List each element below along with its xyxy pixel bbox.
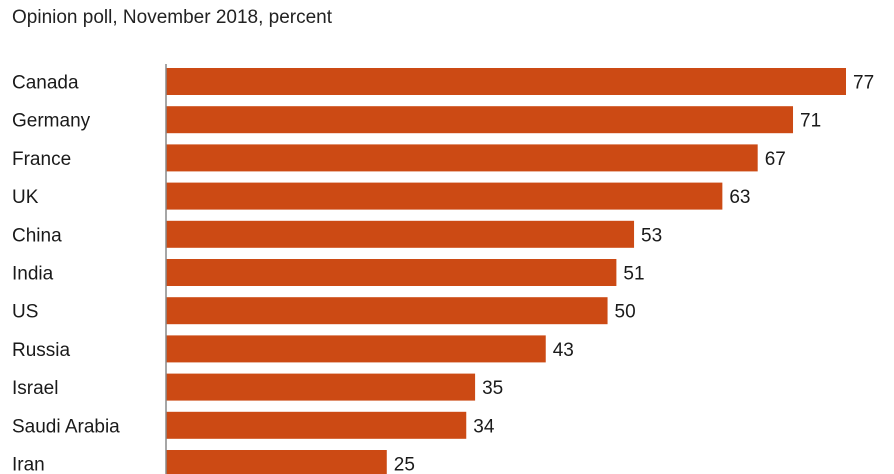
value-label: 51 <box>623 264 644 285</box>
value-label: 25 <box>394 455 415 474</box>
value-label: 34 <box>473 416 495 437</box>
bar-us <box>166 297 608 325</box>
category-label: Iran <box>12 455 45 474</box>
category-label: France <box>12 149 71 170</box>
bar-russia <box>166 335 546 363</box>
bars-group <box>166 68 846 474</box>
bar-israel <box>166 373 476 401</box>
bar-uk <box>166 182 723 210</box>
bar-saudi-arabia <box>166 411 467 439</box>
value-label: 71 <box>800 111 821 132</box>
value-label: 43 <box>553 340 574 361</box>
category-label: Germany <box>12 111 91 132</box>
value-label: 63 <box>729 187 750 208</box>
category-label: UK <box>12 187 39 208</box>
category-labels-group: Canada Germany France UK China India US Russia I… <box>12 73 120 474</box>
value-label: 35 <box>482 378 503 399</box>
value-label: 53 <box>641 225 662 246</box>
category-label: Russia <box>12 340 71 361</box>
bar-china <box>166 220 635 248</box>
bar-canada <box>166 68 846 95</box>
bar-india <box>166 259 617 286</box>
value-label: 67 <box>765 149 786 170</box>
category-label: Israel <box>12 378 58 399</box>
value-label: 77 <box>853 73 874 94</box>
chart-subtitle: Opinion poll, November 2018, percent <box>12 7 333 28</box>
value-labels-group: 77 71 67 63 53 51 50 43 35 34 25 <box>394 73 874 474</box>
category-label: Canada <box>12 73 79 94</box>
value-label: 50 <box>615 302 636 323</box>
category-label: India <box>12 264 54 285</box>
category-label: US <box>12 302 38 323</box>
bar-france <box>166 144 758 172</box>
bar-iran <box>166 450 387 474</box>
category-label: China <box>12 225 62 246</box>
category-label: Saudi Arabia <box>12 416 120 437</box>
bar-germany <box>166 106 794 134</box>
